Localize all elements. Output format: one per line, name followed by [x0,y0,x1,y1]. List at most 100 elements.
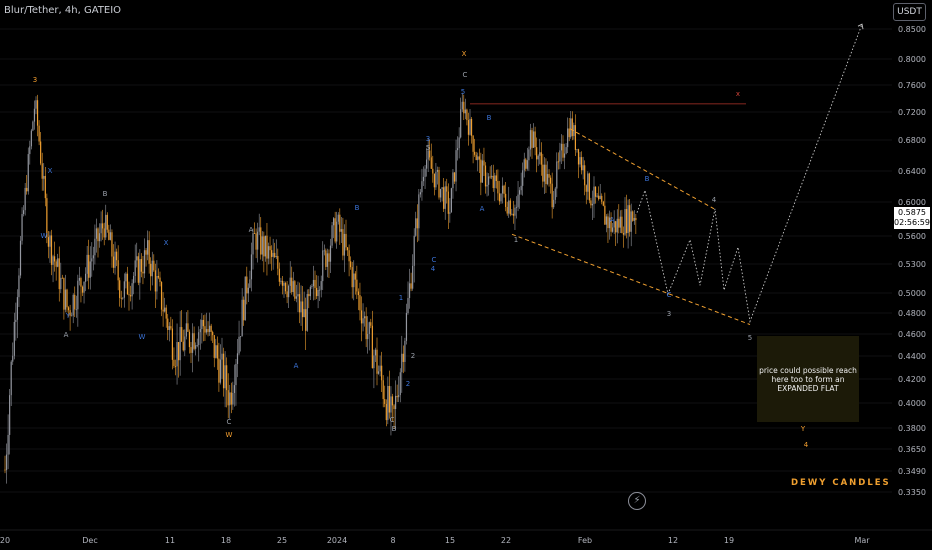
candle-body [91,258,93,262]
candle-body [505,193,507,207]
candle-body [354,273,356,280]
wave-label: B [103,190,108,198]
candle-body [360,310,363,324]
price-tick-label: 0.7200 [898,108,926,117]
candle-body [133,275,135,284]
candle-body [387,385,389,421]
candle-body [374,349,377,356]
candle-body [576,149,578,151]
candle-body [377,371,380,374]
wave-label: B [392,425,397,433]
wave-label: B [645,175,650,183]
price-tick-label: 0.4200 [898,375,926,384]
wave-label: 5 [748,334,752,342]
candle-body [531,130,533,148]
price-tick-label: 0.3800 [898,424,926,433]
candle-body [404,340,406,362]
candle-body [260,227,262,255]
candle-body [359,295,361,311]
price-tick-label: 0.5600 [898,232,926,241]
candle-body [559,150,561,162]
price-axis: 0.8500 0.8000 0.7600 0.7200 0.6800 0.6400 0.60… [892,0,932,520]
candle-body [390,396,392,413]
time-tick-label: 19 [724,536,734,545]
candle-body [519,190,521,195]
lightning-bolt-icon[interactable]: ⚡ [628,492,646,510]
candle-body [446,186,448,192]
candle-body [438,169,440,198]
candle-body [30,130,32,147]
candle-body [185,323,187,337]
candle-body [441,187,443,189]
candle-body [539,152,541,156]
candle-body [291,277,293,293]
candle-body [382,380,384,400]
candle-body [563,153,566,158]
candle-body [495,175,497,181]
candle-body [413,235,415,266]
wave-label: Y [65,312,71,320]
candle-body [43,175,45,179]
candle-body [21,214,23,241]
candle-body [522,170,524,186]
wave-label: 3 [33,76,37,84]
candle-body [184,336,186,351]
candle-body [103,228,105,238]
candle-body [604,205,606,225]
candle-body [303,309,305,318]
candle-body [491,175,493,178]
candle-body [529,130,532,150]
candle-body [343,233,346,256]
candle-body [150,263,152,277]
price-tick-label: 0.3650 [898,445,926,454]
candle-body [537,155,539,160]
candle-body [632,211,634,221]
wave-label: 4 [431,265,436,273]
candle-body [329,245,332,262]
candle-body [542,164,544,182]
candle-body [105,214,107,238]
time-tick-label: 8 [390,536,395,545]
candle-body [122,297,124,299]
candle-body [12,355,14,362]
candle-body [13,321,15,356]
price-tick-label: 0.4400 [898,352,926,361]
candle-body [333,218,335,226]
time-tick-label: 18 [221,536,231,545]
candle-body [328,253,330,262]
candle-body [536,147,538,160]
currency-button[interactable]: USDT [893,3,926,21]
candle-body [508,200,510,214]
candle-body [63,277,65,310]
wave-label: Y [800,425,806,433]
candle-body [263,236,265,257]
candle-body [147,240,149,255]
candle-body [492,175,494,189]
candle-body [162,309,164,312]
candle-body [92,255,94,259]
candle-body [556,161,558,189]
candle-body [72,294,74,316]
bar-countdown: 02:56:59 [894,218,930,227]
wave-label: A [249,226,254,234]
candle-body [618,218,620,228]
candle-body [89,261,91,278]
candle-body [170,326,172,329]
candle-body [112,256,115,268]
candle-body [49,235,51,247]
candle-body [488,176,490,185]
candle-body [326,253,328,267]
wave-label: 5 [461,88,465,96]
candle-body [455,150,457,182]
candle-body [540,152,542,165]
candle-body [134,260,136,276]
candle-body [514,207,516,216]
price-tick-label: 0.8000 [898,55,926,64]
candle-body [481,160,483,183]
candle-body [458,137,460,149]
candle-body [509,200,511,215]
candle-body [47,237,49,247]
candle-body [627,205,629,234]
candle-body [500,193,502,202]
